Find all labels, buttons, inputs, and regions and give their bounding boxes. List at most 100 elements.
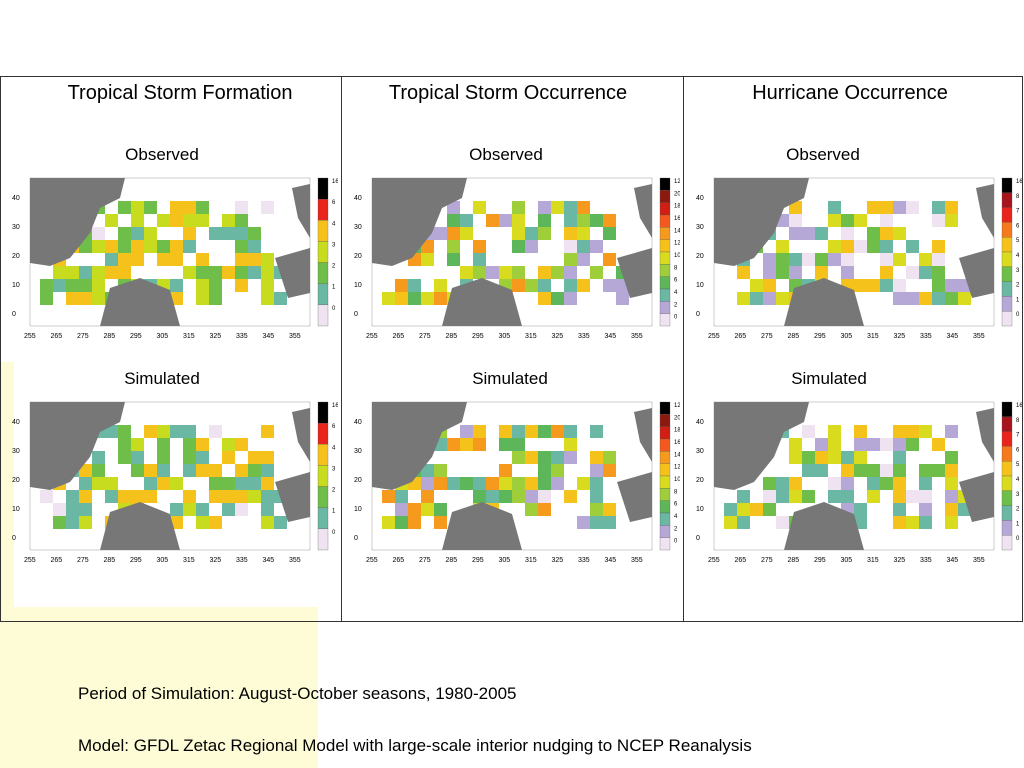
grid-cell xyxy=(603,253,616,266)
y-tick-label: 30 xyxy=(696,224,704,231)
y-tick-label: 0 xyxy=(696,311,700,318)
grid-cell xyxy=(525,477,538,490)
colorbar-label: 2 xyxy=(674,526,678,532)
colorbar-segment xyxy=(317,304,329,327)
x-tick-label: 275 xyxy=(419,557,431,564)
colorbar-label: 4 xyxy=(1016,253,1020,259)
colorbar-segment xyxy=(317,262,329,284)
x-tick-label: 305 xyxy=(157,333,169,340)
colorbar-label: 2 xyxy=(332,488,336,494)
grid-cell xyxy=(447,214,460,227)
grid-cell xyxy=(261,201,274,214)
grid-cell xyxy=(235,464,248,477)
grid-cell xyxy=(841,477,854,490)
grid-cell xyxy=(789,451,802,464)
grid-cell xyxy=(183,266,196,279)
africa-land xyxy=(617,472,652,522)
grid-cell xyxy=(828,253,841,266)
grid-cell xyxy=(183,438,196,451)
colorbar-label: 20 xyxy=(674,191,680,197)
colorbar-label: 4 xyxy=(1016,477,1020,483)
grid-cell xyxy=(447,240,460,253)
y-tick-label: 40 xyxy=(696,419,704,426)
colorbar-segment xyxy=(1001,490,1013,506)
grid-cell xyxy=(40,279,53,292)
grid-cell xyxy=(841,266,854,279)
grid-cell xyxy=(460,214,473,227)
grid-cell xyxy=(53,266,66,279)
grid-cell xyxy=(170,201,183,214)
grid-cell xyxy=(577,201,590,214)
grid-cell xyxy=(248,477,261,490)
grid-cell xyxy=(737,292,750,305)
grid-cell xyxy=(854,240,867,253)
grid-cell xyxy=(473,425,486,438)
colorbar-segment xyxy=(659,451,671,464)
background-highlight xyxy=(0,607,318,768)
north-america-land xyxy=(714,402,809,490)
grid-cell xyxy=(473,266,486,279)
grid-cell xyxy=(577,227,590,240)
x-tick-label: 315 xyxy=(525,333,537,340)
grid-cell xyxy=(828,490,841,503)
y-tick-label: 10 xyxy=(354,282,362,289)
colorbar-label: 0 xyxy=(674,315,678,321)
x-tick-label: 355 xyxy=(973,557,985,564)
grid-cell xyxy=(590,451,603,464)
colorbar-label: 0 xyxy=(674,539,678,545)
grid-cell xyxy=(118,240,131,253)
grid-cell xyxy=(737,516,750,529)
grid-cell xyxy=(118,266,131,279)
grid-cell xyxy=(945,292,958,305)
y-tick-label: 10 xyxy=(354,506,362,513)
grid-cell xyxy=(209,292,222,305)
grid-cell xyxy=(395,279,408,292)
grid-cell xyxy=(512,425,525,438)
grid-cell xyxy=(945,451,958,464)
y-tick-label: 40 xyxy=(12,195,20,202)
colorbar-label: 7 xyxy=(1016,433,1020,439)
grid-cell xyxy=(434,292,447,305)
grid-cell xyxy=(261,503,274,516)
y-tick-label: 0 xyxy=(354,311,358,318)
grid-cell xyxy=(66,292,79,305)
grid-cell xyxy=(395,490,408,503)
colorbar-label: 0 xyxy=(1016,536,1020,542)
grid-cell xyxy=(893,438,906,451)
grid-cell xyxy=(815,451,828,464)
x-tick-label: 345 xyxy=(947,557,959,564)
grid-cell xyxy=(512,438,525,451)
colorbar-segment xyxy=(1001,192,1013,208)
x-tick-label: 275 xyxy=(419,333,431,340)
grid-cell xyxy=(828,438,841,451)
grid-cell xyxy=(945,201,958,214)
grid-cell xyxy=(434,227,447,240)
grid-cell xyxy=(616,292,629,305)
grid-cell xyxy=(499,425,512,438)
x-tick-label: 265 xyxy=(393,333,405,340)
grid-cell xyxy=(603,279,616,292)
grid-cell xyxy=(590,240,603,253)
colorbar-label: 128 xyxy=(674,179,680,185)
grid-cell xyxy=(170,240,183,253)
grid-cell xyxy=(538,292,551,305)
x-tick-label: 265 xyxy=(51,333,63,340)
colorbar-label: 5 xyxy=(1016,462,1020,468)
grid-cell xyxy=(893,516,906,529)
colorbar-label: 0 xyxy=(332,306,336,312)
grid-cell xyxy=(828,451,841,464)
x-tick-label: 325 xyxy=(894,557,906,564)
grid-cell xyxy=(906,292,919,305)
colorbar-segment xyxy=(317,283,329,306)
grid-cell xyxy=(40,292,53,305)
grid-cell xyxy=(776,516,789,529)
x-tick-label: 335 xyxy=(236,557,248,564)
grid-cell xyxy=(183,227,196,240)
grid-cell xyxy=(499,438,512,451)
grid-cell xyxy=(906,201,919,214)
colorbar-label: 16 xyxy=(1016,179,1022,185)
grid-cell xyxy=(893,253,906,266)
grid-cell xyxy=(157,438,170,451)
grid-cell xyxy=(932,253,945,266)
